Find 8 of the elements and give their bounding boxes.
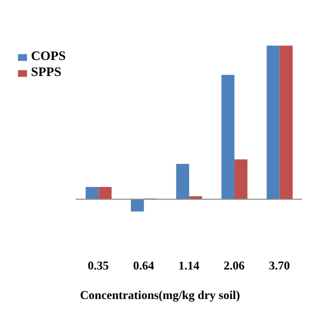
x-tick-label: 0.64 bbox=[133, 258, 154, 273]
x-axis-title: Concentrations(mg/kg dry soil) bbox=[79, 288, 241, 303]
legend-label: COPS bbox=[31, 48, 66, 63]
x-tick-label: 1.14 bbox=[178, 258, 200, 273]
x-tick-label: 2.06 bbox=[224, 258, 245, 273]
legend-label: SPPS bbox=[31, 64, 62, 79]
x-tick-label: 3.70 bbox=[268, 258, 290, 273]
x-tick-label: 0.35 bbox=[88, 258, 109, 273]
